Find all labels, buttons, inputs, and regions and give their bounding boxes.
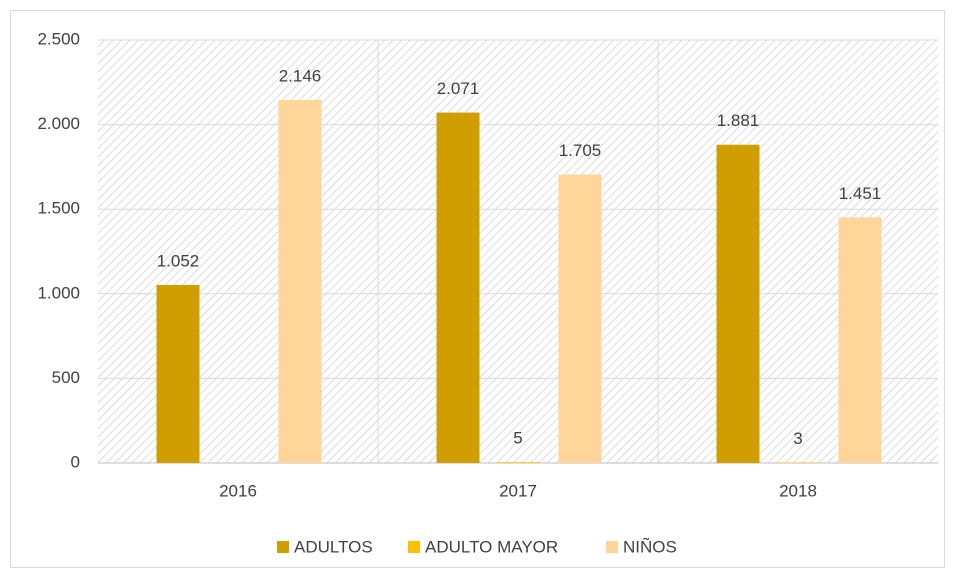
plot-area <box>98 40 938 463</box>
bar <box>558 174 602 464</box>
bar <box>278 99 322 464</box>
x-tick-label: 2017 <box>499 481 537 500</box>
bar <box>436 112 480 464</box>
legend-label: ADULTO MAYOR <box>425 537 558 556</box>
x-tick-label: 2016 <box>219 481 257 500</box>
data-label: 5 <box>513 429 522 448</box>
bar <box>776 462 820 463</box>
y-tick-label: 500 <box>52 368 80 387</box>
data-label: 2.071 <box>437 79 480 98</box>
data-label: 2.146 <box>279 66 322 85</box>
bar <box>496 462 540 463</box>
y-tick-label: 1.000 <box>37 283 80 302</box>
data-label: 3 <box>793 429 802 448</box>
legend-swatch <box>606 541 618 553</box>
bar <box>838 217 882 463</box>
legend-label: NIÑOS <box>623 537 677 556</box>
bar <box>716 144 760 463</box>
y-tick-label: 1.500 <box>37 199 80 218</box>
data-label: 1.451 <box>839 184 882 203</box>
y-tick-label: 2.000 <box>37 114 80 133</box>
data-label: 1.052 <box>157 251 200 270</box>
legend-swatch <box>277 541 289 553</box>
y-tick-label: 2.500 <box>37 29 80 48</box>
legend-swatch <box>408 541 420 553</box>
bar <box>156 285 200 463</box>
data-label: 1.881 <box>717 111 760 130</box>
y-tick-label: 0 <box>71 452 80 471</box>
x-tick-label: 2018 <box>779 481 817 500</box>
data-label: 1.705 <box>559 141 602 160</box>
legend-label: ADULTOS <box>294 537 373 556</box>
